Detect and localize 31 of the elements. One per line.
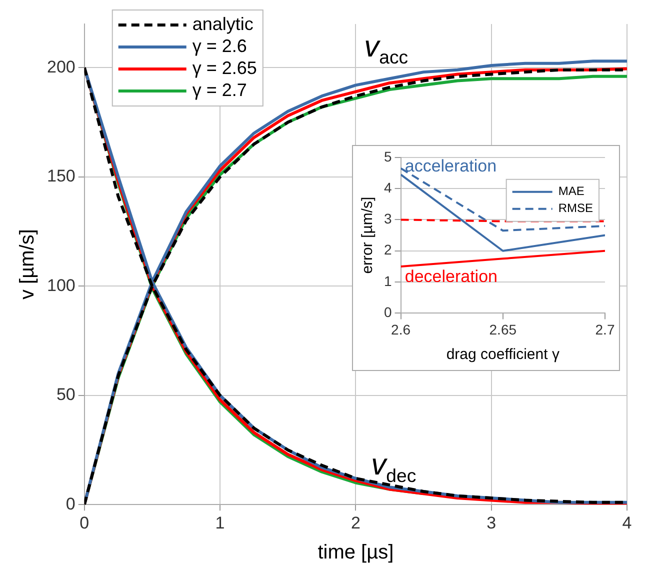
- x-tick-label: 2.7: [595, 321, 615, 338]
- x-tick-label: 4: [622, 513, 632, 532]
- y-tick-label: 0: [384, 304, 392, 320]
- y-tick-label: 5: [384, 148, 392, 164]
- x-axis-title: drag coefficient γ: [446, 346, 560, 364]
- legend-label: γ = 2.65: [192, 58, 257, 78]
- legend-label: analytic: [192, 14, 254, 34]
- legend-label: MAE: [558, 184, 584, 198]
- x-tick-label: 2.6: [391, 321, 411, 338]
- legend-label: RMSE: [558, 201, 593, 216]
- y-axis-title: error [µm/s]: [359, 196, 376, 274]
- y-tick-label: 1: [384, 272, 392, 289]
- y-tick-label: 200: [46, 57, 76, 76]
- legend-label: γ = 2.6: [192, 36, 247, 56]
- y-tick-label: 4: [384, 179, 392, 196]
- annotation: deceleration: [404, 267, 498, 286]
- legend-label: γ = 2.7: [192, 80, 247, 100]
- x-tick-label: 3: [486, 513, 496, 532]
- x-axis-title: time [µs]: [318, 542, 394, 564]
- y-tick-label: 150: [46, 166, 76, 186]
- y-tick-label: 3: [384, 210, 392, 227]
- x-tick-label: 2: [350, 513, 360, 532]
- annotation: acceleration: [404, 156, 497, 176]
- y-tick-label: 2: [384, 242, 392, 258]
- y-axis-title: v [µm/s]: [16, 229, 39, 300]
- y-tick-label: 0: [66, 494, 76, 514]
- x-tick-label: 2.65: [489, 321, 517, 338]
- x-tick-label: 1: [215, 513, 225, 532]
- y-tick-label: 50: [56, 385, 76, 404]
- y-tick-label: 100: [46, 276, 76, 295]
- x-tick-label: 0: [80, 513, 90, 532]
